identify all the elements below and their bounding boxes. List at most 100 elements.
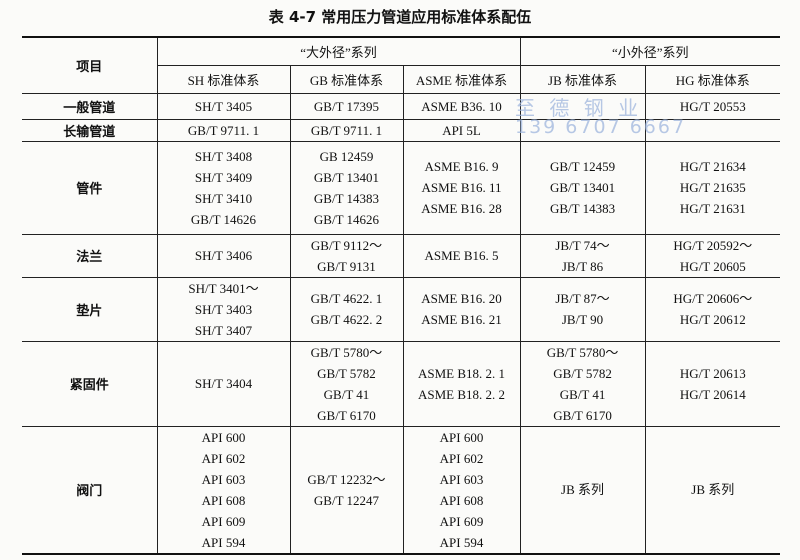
table-cell: GB/T 9711. 1 — [289, 118, 404, 142]
table-cell: HG/T 20553 — [644, 92, 781, 120]
cell-line: SH/T 3406 — [194, 248, 253, 263]
cell-line: ASME B16. 20 — [421, 291, 502, 306]
cell-line: ASME B16. 21 — [421, 312, 502, 327]
table-cell: HG/T 20606～ HG/T 20612 — [644, 276, 781, 342]
cell-line: API 600 — [439, 429, 484, 445]
cell-line: JB/T 86 — [561, 258, 604, 274]
cell-line: JB 系列 — [561, 482, 604, 498]
cell-line: API 5L — [442, 122, 481, 138]
table-cell: GB/T 9112～ GB/T 9131 — [289, 233, 404, 278]
column-header: GB 标准体系 — [289, 64, 404, 94]
cell-line: ASME B36. 10 — [421, 98, 502, 114]
table-title: 表 4-7 常用压力管道应用标准体系配伍 — [268, 8, 532, 26]
cell-line: HG/T 21631 — [679, 201, 746, 216]
row-label: 紧固件 — [22, 340, 158, 427]
cell-line: JB 系列 — [691, 482, 735, 498]
table-cell: JB/T 87～ JB/T 90 — [519, 276, 646, 342]
cell-line: GB/T 12459 — [549, 159, 616, 174]
cell-line: ASME B16. 5 — [424, 248, 499, 263]
cell-line: GB/T 12247 — [313, 492, 380, 508]
table-row: 法兰 SH/T 3406 GB/T 9112～ GB/T 9131 ASME B16. … — [22, 233, 781, 278]
cell-line: API 600 — [201, 429, 246, 445]
cell-line: HG/T 20614 — [679, 386, 746, 402]
table-cell: JB 系列 — [644, 425, 781, 555]
row-label: 垫片 — [22, 276, 158, 342]
table-cell: HG/T 20592～ HG/T 20605 — [644, 233, 781, 278]
cell-line: HG/T 20606～ — [673, 291, 753, 306]
cell-line: HG/T 20605 — [679, 258, 746, 274]
table-cell: GB/T 9711. 1 — [156, 118, 291, 142]
cell-line: API 602 — [201, 450, 246, 466]
cell-line: GB/T 41 — [559, 386, 606, 402]
cell-line: API 608 — [439, 492, 484, 508]
table-cell: SH/T 3401～ SH/T 3403 SH/T 3407 — [156, 276, 291, 342]
cell-line: SH/T 3401～ — [188, 280, 259, 296]
cell-line: GB/T 41 — [323, 386, 370, 402]
cell-line: SH/T 3409 — [194, 169, 253, 185]
cell-line: GB/T 9711. 1 — [187, 122, 260, 138]
table-row: 紧固件 SH/T 3404 GB/T 5780～ GB/T 5782 GB/T 41 GB… — [22, 340, 781, 427]
standards-table: 项目 “大外径”系列 “小外径”系列 SH 标准体系 GB 标准体系 ASME 标准… — [22, 36, 781, 555]
cell-line: HG/T 20553 — [679, 98, 746, 114]
cell-line: GB/T 13401 — [549, 180, 616, 195]
cell-line: HG/T 20612 — [679, 312, 746, 327]
cell-line: ASME B18. 2. 2 — [417, 386, 506, 402]
table-cell: GB/T 5780～ GB/T 5782 GB/T 41 GB/T 6170 — [289, 340, 404, 427]
cell-line: ASME B16. 9 — [424, 159, 499, 174]
cell-line: SH/T 3405 — [194, 98, 253, 114]
cell-line: GB/T 9711. 1 — [310, 122, 383, 138]
table-cell: GB/T 17395 — [289, 92, 404, 120]
cell-line: API 603 — [439, 471, 484, 487]
cell-line: GB/T 4622. 1 — [310, 291, 383, 306]
cell-line: API 609 — [201, 513, 246, 529]
cell-line: JB/T 74～ — [555, 237, 610, 253]
cell-line: SH/T 3403 — [194, 301, 253, 317]
table-row: 垫片 SH/T 3401～ SH/T 3403 SH/T 3407 GB/T 4622.… — [22, 276, 781, 342]
column-header: SH 标准体系 — [157, 64, 291, 94]
cell-line: GB/T 5782 — [553, 365, 612, 381]
cell-line: HG/T 21634 — [679, 159, 746, 174]
table-cell: GB/T 12232～ GB/T 12247 — [289, 425, 404, 555]
cell-line: GB 12459 — [319, 148, 374, 164]
cell-line: SH/T 3408 — [194, 148, 253, 164]
header-group: “大外径”系列 — [156, 36, 521, 66]
table-cell: JB/T 74～ JB/T 86 — [519, 233, 646, 278]
cell-line: GB/T 9112～ — [310, 237, 383, 253]
cell-line: GB/T 4622. 2 — [310, 312, 383, 327]
table-cell: ASME B16. 20 ASME B16. 21 — [402, 276, 521, 342]
cell-line: ASME B16. 11 — [421, 180, 502, 195]
cell-line: SH/T 3407 — [194, 322, 253, 338]
table-row: 阀门 API 600 API 602 API 603 API 608 API 609 API… — [22, 425, 781, 555]
table-cell: API 600 API 602 API 603 API 608 API 609 API 5… — [156, 425, 291, 555]
header-group: “小外径”系列 — [519, 36, 781, 66]
cell-line: GB/T 12232～ — [307, 471, 386, 487]
cell-line: API 608 — [201, 492, 246, 508]
cell-line: API 594 — [201, 534, 246, 550]
row-label: 长输管道 — [22, 118, 158, 142]
table-row: 管件 SH/T 3408 SH/T 3409 SH/T 3410 GB/T 14626 G… — [22, 140, 781, 235]
cell-line: GB/T 14626 — [190, 211, 257, 227]
cell-line: GB/T 6170 — [553, 407, 612, 423]
cell-line: GB/T 14383 — [313, 190, 380, 206]
table-cell: GB/T 5780～ GB/T 5782 GB/T 41 GB/T 6170 — [519, 340, 646, 427]
table-cell: GB 12459 GB/T 13401 GB/T 14383 GB/T 14626 — [289, 140, 404, 235]
cell-line: HG/T 21635 — [679, 180, 746, 195]
column-header: HG 标准体系 — [644, 64, 781, 94]
cell-line: JB/T 90 — [561, 312, 604, 327]
cell-line: GB/T 9131 — [317, 258, 376, 274]
cell-line: HG/T 20613 — [679, 365, 746, 381]
cell-line: ASME B16. 28 — [421, 201, 502, 216]
cell-line: GB/T 17395 — [313, 98, 380, 114]
row-label: 阀门 — [22, 425, 158, 555]
cell-line: JB/T 87～ — [555, 291, 610, 306]
table-cell: API 5L — [402, 118, 521, 142]
cell-line: GB/T 5782 — [317, 365, 376, 381]
cell-line: GB/T 5780～ — [546, 344, 619, 360]
table-cell: HG/T 21634 HG/T 21635 HG/T 21631 — [644, 140, 781, 235]
watermark-phone: 139 6707 6667 — [515, 116, 687, 138]
cell-line: GB/T 13401 — [313, 169, 380, 185]
cell-line: HG/T 20592～ — [673, 237, 753, 253]
row-label: 法兰 — [22, 233, 158, 278]
table-cell: SH/T 3408 SH/T 3409 SH/T 3410 GB/T 14626 — [156, 140, 291, 235]
